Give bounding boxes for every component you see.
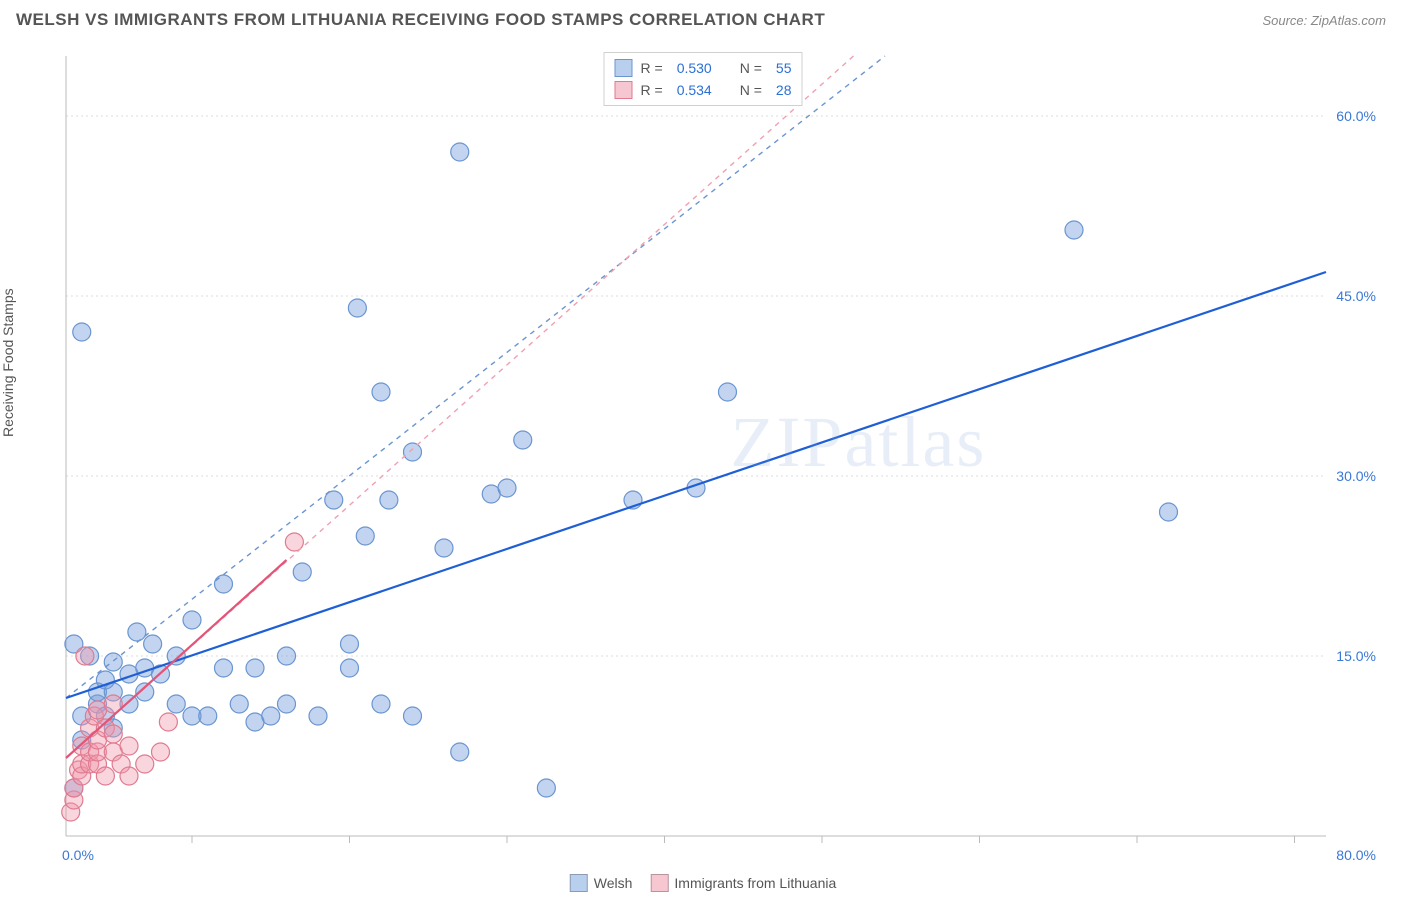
legend-swatch — [615, 59, 633, 77]
svg-text:30.0%: 30.0% — [1336, 468, 1376, 484]
svg-text:60.0%: 60.0% — [1336, 108, 1376, 124]
source-attribution: Source: ZipAtlas.com — [1262, 13, 1386, 28]
chart-title: WELSH VS IMMIGRANTS FROM LITHUANIA RECEI… — [16, 10, 825, 30]
svg-text:15.0%: 15.0% — [1336, 648, 1376, 664]
source-prefix: Source: — [1262, 13, 1310, 28]
source-link[interactable]: ZipAtlas.com — [1311, 13, 1386, 28]
legend-swatch — [615, 81, 633, 99]
legend-series-item: Welsh — [570, 874, 633, 892]
legend-series: Welsh Immigrants from Lithuania — [570, 874, 837, 892]
legend-r-label: R = — [641, 60, 663, 76]
legend-n-label: N = — [740, 60, 762, 76]
legend-n-label: N = — [740, 82, 762, 98]
chart-container: Receiving Food Stamps ZIPatlas 15.0%30.0… — [16, 46, 1390, 892]
legend-swatch — [650, 874, 668, 892]
legend-n-value: 55 — [776, 60, 792, 76]
legend-swatch — [570, 874, 588, 892]
legend-r-value: 0.530 — [677, 60, 712, 76]
scatter-chart: 15.0% 30.0% 45.0% 60.0% 0.0% 80.0% — [16, 46, 1390, 892]
y-axis-label: Receiving Food Stamps — [0, 288, 16, 437]
legend-series-label: Immigrants from Lithuania — [674, 875, 836, 891]
legend-stat-row: R = 0.530 N = 55 — [615, 57, 792, 79]
legend-stats: R = 0.530 N = 55 R = 0.534 N = 28 — [604, 52, 803, 106]
legend-stat-row: R = 0.534 N = 28 — [615, 79, 792, 101]
legend-r-label: R = — [641, 82, 663, 98]
legend-n-value: 28 — [776, 82, 792, 98]
svg-text:80.0%: 80.0% — [1336, 847, 1376, 863]
legend-series-item: Immigrants from Lithuania — [650, 874, 836, 892]
legend-r-value: 0.534 — [677, 82, 712, 98]
svg-text:0.0%: 0.0% — [62, 847, 94, 863]
legend-series-label: Welsh — [594, 875, 633, 891]
svg-text:45.0%: 45.0% — [1336, 288, 1376, 304]
